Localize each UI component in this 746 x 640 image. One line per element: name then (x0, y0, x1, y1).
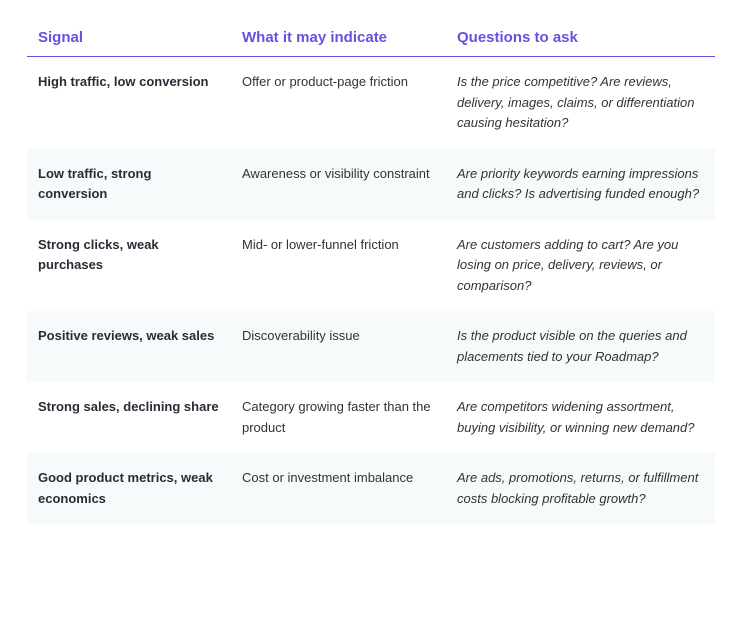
header-row: Signal What it may indicate Questions to a… (27, 20, 715, 57)
indication-cell: Awareness or visibility constraint (231, 148, 446, 220)
signal-cell: Good product metrics, weak economics (27, 453, 231, 524)
indication-cell: Category growing faster than the product (242, 399, 431, 435)
signal-cell: Positive reviews, weak sales (27, 311, 231, 382)
signal-cell: Strong clicks, weak purchases (38, 236, 159, 273)
signal-cell: High traffic, low conversion (38, 74, 209, 89)
table-row: Positive reviews, weak sales Discoverabil… (27, 311, 715, 382)
indication-cell: Cost or investment imbalance (231, 453, 446, 524)
question-cell: Are competitors widening assortment, buy… (457, 399, 695, 435)
question-cell: Are ads, promotions, returns, or fulfill… (446, 453, 715, 524)
indication-cell: Discoverability issue (231, 311, 446, 382)
question-cell: Are customers adding to cart? Are you lo… (457, 236, 679, 293)
question-cell: Is the price competitive? Are reviews, d… (457, 74, 695, 130)
table-row: Good product metrics, weak economics Cost… (27, 453, 715, 524)
question-cell: Are priority keywords earning impression… (446, 148, 715, 220)
table-row: Low traffic, strong conversion Awareness … (27, 148, 715, 220)
table-row: Strong sales, declining share Category gr… (27, 382, 715, 453)
table-row: Strong clicks, weak purchases Mid- or low… (27, 220, 715, 312)
indication-cell: Mid- or lower-funnel friction (242, 236, 399, 252)
signal-table: Signal What it may indicate Questions to a… (27, 20, 715, 524)
column-header: Questions to ask (446, 20, 715, 57)
signal-cell: Strong sales, declining share (38, 399, 219, 414)
column-header: What it may indicate (231, 20, 446, 57)
signal-cell: Low traffic, strong conversion (27, 148, 231, 220)
table-container: Signal What it may indicate Questions to a… (27, 20, 715, 524)
table-row: High traffic, low conversion Offer or pro… (27, 57, 715, 149)
question-cell: Is the product visible on the queries an… (446, 311, 715, 382)
column-header: Signal (27, 20, 231, 57)
indication-cell: Offer or product-page friction (242, 74, 408, 89)
